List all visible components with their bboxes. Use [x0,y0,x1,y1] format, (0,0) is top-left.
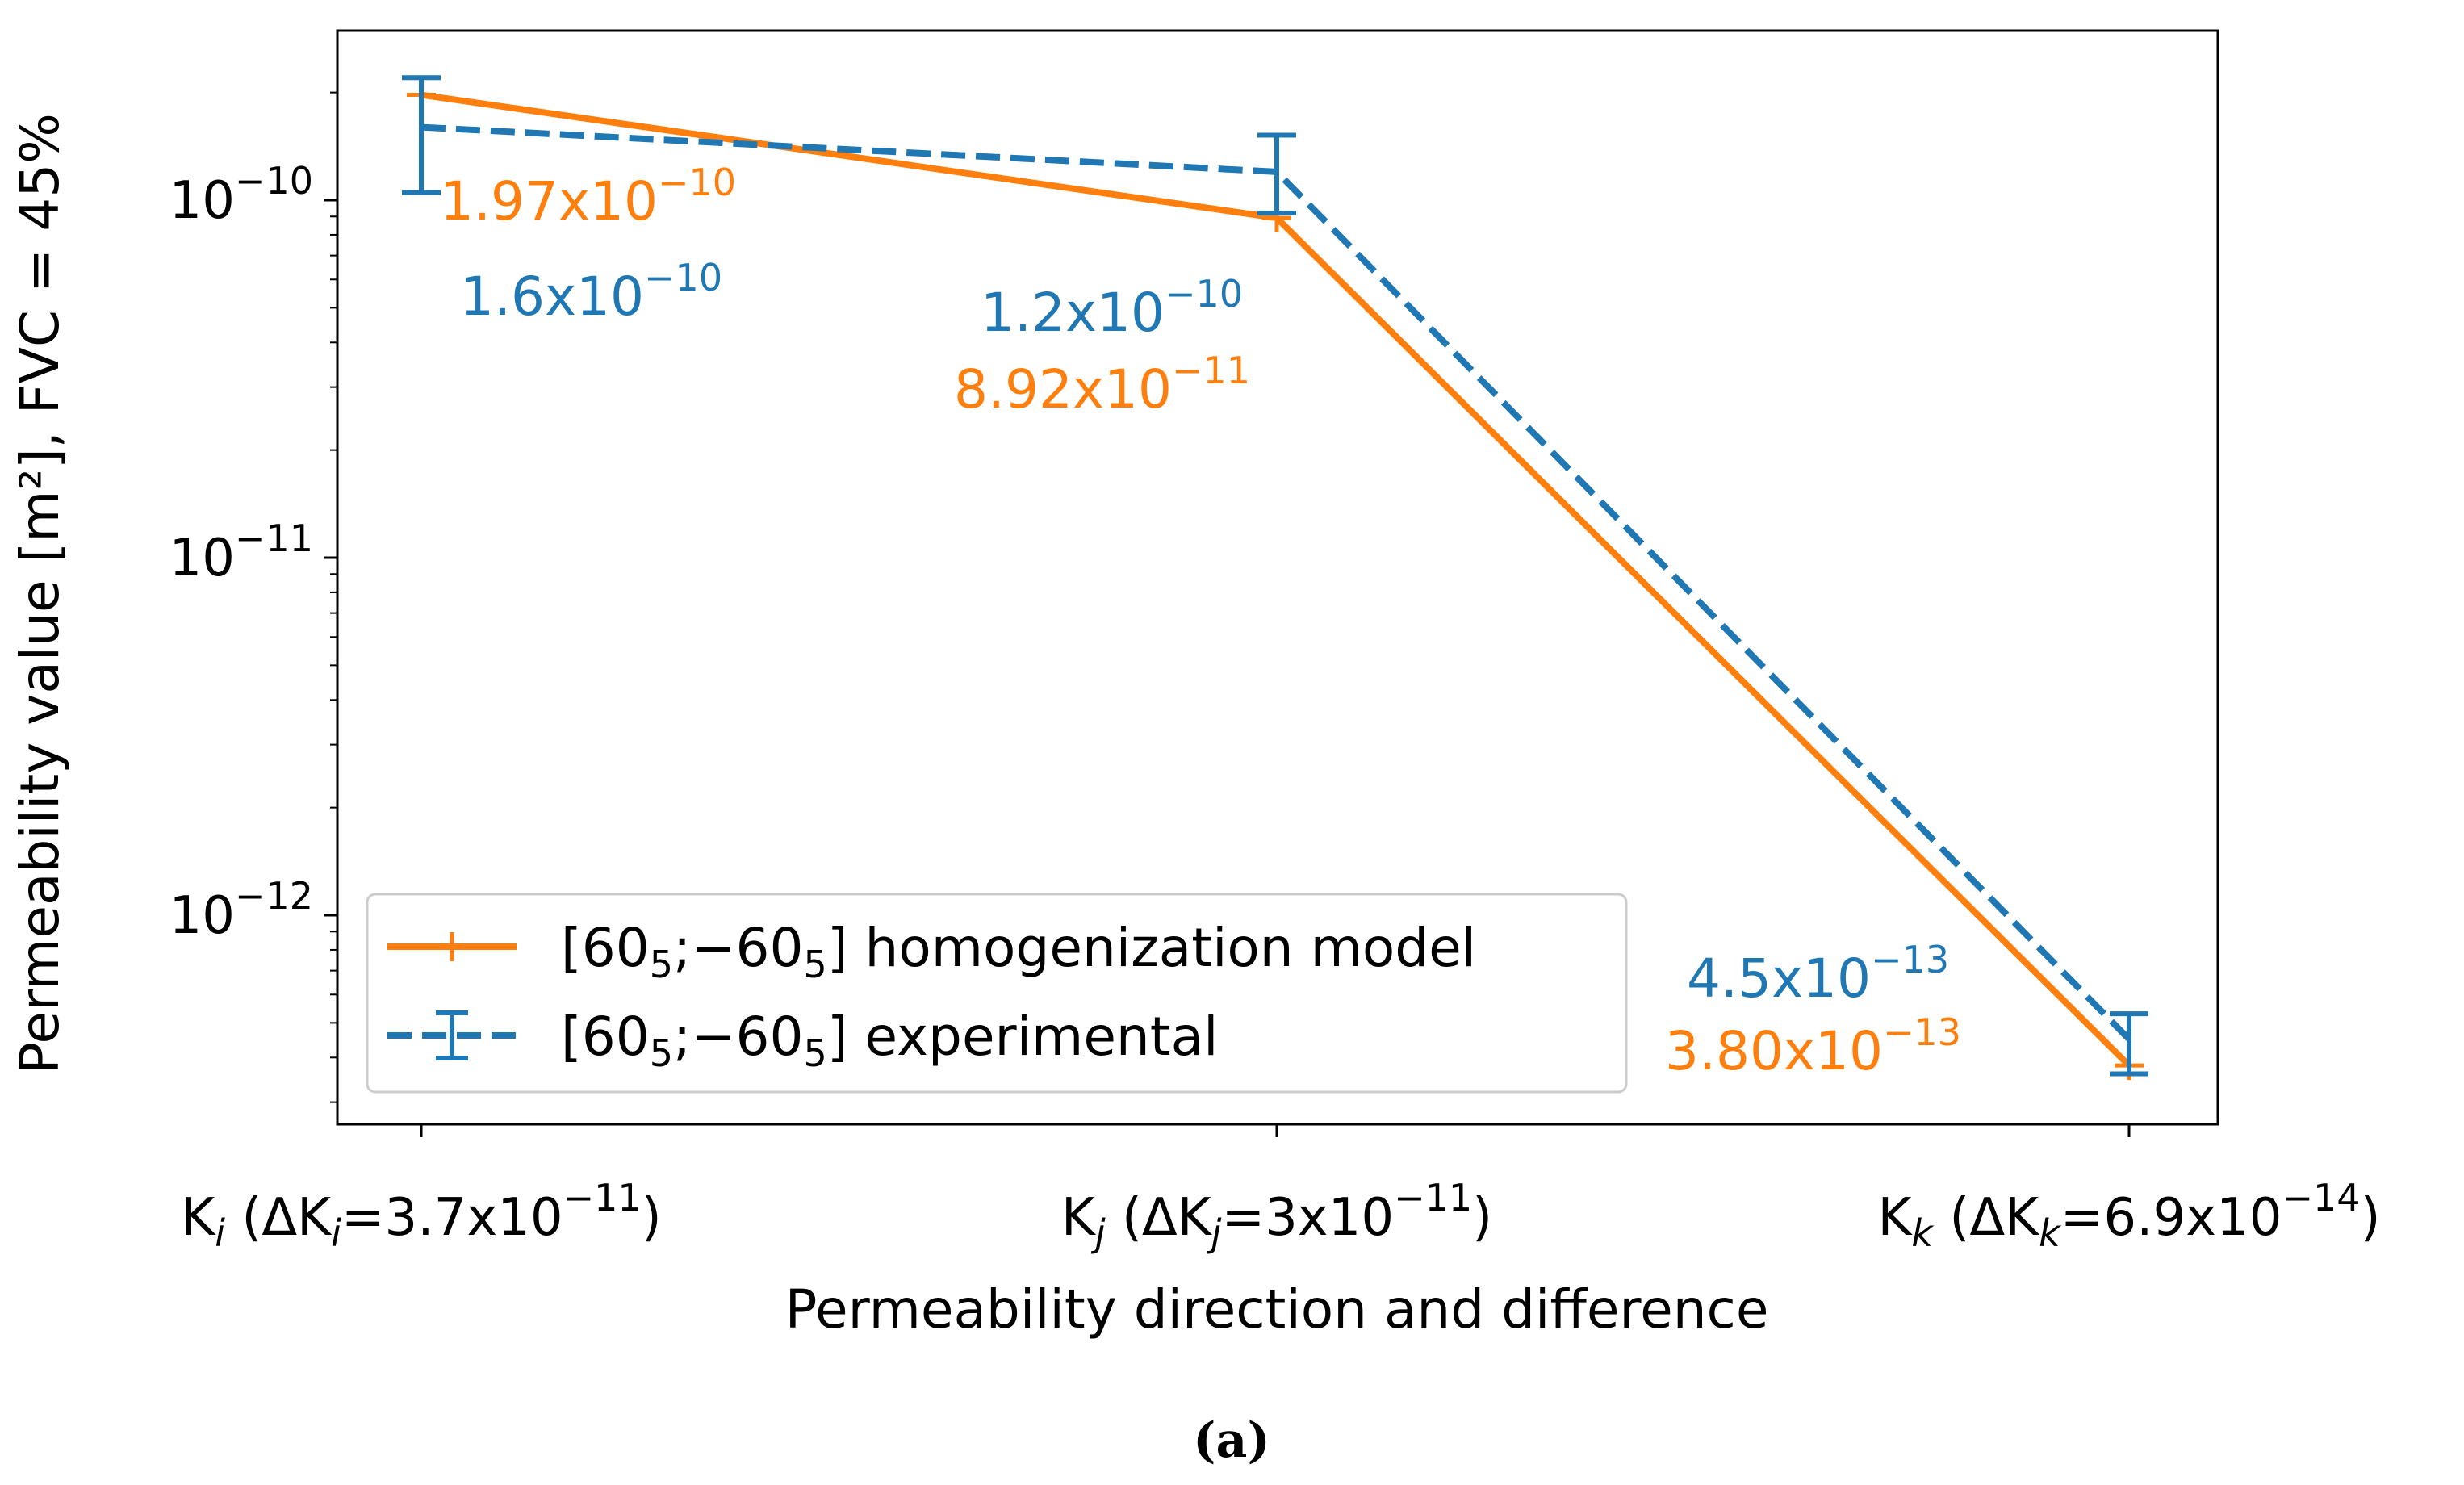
x-tick-base: K [1061,1188,1097,1248]
legend-subscript: 5 [650,943,673,986]
data-label-experimental: 4.5x10−13 [1687,938,1949,1010]
legend-text-part: [60 [561,1006,650,1068]
x-tick-delta: (ΔK [225,1188,333,1248]
x-tick-value: =3.7x10 [341,1188,563,1248]
data-label-exponent: −10 [658,161,736,204]
legend-subscript: 5 [804,1031,827,1075]
x-tick-base: K [1877,1188,1913,1248]
x-tick-value: =6.9x10 [2060,1188,2282,1248]
data-label-mantissa: 4.5x10 [1687,947,1871,1010]
y-tick-exponent: −11 [235,517,313,560]
legend: [605;−605] homogenization model[605;−605… [366,893,1628,1094]
data-label-homogenization: 3.80x10−13 [1665,1010,1961,1082]
data-label-mantissa: 1.6x10 [460,266,644,328]
legend-text-part: ;−60 [673,1006,804,1068]
data-label-exponent: −13 [1871,938,1949,981]
legend-text-part: ;−60 [673,917,804,979]
x-tick-close: ) [2361,1188,2381,1248]
y-tick-base: 10 [169,529,234,588]
x-tick-delta-subscript: i [331,1211,341,1255]
data-label-mantissa: 1.2x10 [981,282,1165,344]
data-label-mantissa: 3.80x10 [1665,1020,1883,1082]
y-tick-base: 10 [169,171,234,231]
x-tick-delta: (ΔK [1933,1188,2040,1248]
legend-box [366,893,1628,1094]
legend-text-part: ] experimental [827,1006,1219,1068]
y-tick-base: 10 [169,886,234,946]
x-tick-value: =3x10 [1221,1188,1394,1248]
x-tick-close: ) [642,1188,662,1248]
x-tick-label: Ki (ΔKi=3.7x10−11) [181,1176,661,1255]
legend-text-part: [60 [561,917,650,979]
data-label-experimental: 1.6x10−10 [460,256,722,328]
x-tick-subscript: i [215,1211,225,1255]
data-label-exponent: −13 [1883,1010,1961,1054]
data-label-mantissa: 8.92x10 [954,358,1172,420]
figure-caption: (a) [1193,1412,1270,1469]
x-tick-label: Kj (ΔKj=3x10−11) [1061,1176,1492,1255]
data-label-homogenization: 1.97x10−10 [440,161,736,232]
y-tick-exponent: −10 [235,159,313,203]
legend-label-homogenization: [605;−605] homogenization model [561,917,1476,986]
x-tick-delta: (ΔK [1106,1188,1213,1248]
x-tick-label: Kk (ΔKk=6.9x10−14) [1877,1176,2380,1255]
legend-label-experimental: [605;−605] experimental [561,1006,1218,1075]
data-label-exponent: −11 [1172,349,1250,392]
data-label-homogenization: 8.92x10−11 [954,349,1250,420]
x-tick-exponent: −11 [563,1176,642,1219]
x-tick-subscript: k [1911,1211,1935,1255]
legend-subscript: 5 [804,943,827,986]
x-tick-exponent: −11 [1394,1176,1472,1219]
y-tick-exponent: −12 [235,874,313,918]
x-tick-base: K [181,1188,216,1248]
y-tick-label: 10−10 [169,159,313,231]
x-tick-delta-subscript: k [2039,1211,2062,1255]
data-label-mantissa: 1.97x10 [440,170,658,232]
legend-subscript: 5 [650,1031,673,1075]
x-tick-exponent: −14 [2282,1176,2360,1219]
legend-text-part: ] homogenization model [827,917,1476,979]
data-label-experimental: 1.2x10−10 [981,272,1243,344]
x-axis-title: Permeability direction and difference [785,1278,1769,1341]
data-label-exponent: −10 [1165,272,1243,316]
y-axis-title: Permeability value [m²], FVC = 45% [9,113,71,1074]
x-tick-close: ) [1472,1188,1492,1248]
y-tick-label: 10−11 [169,517,313,588]
data-label-exponent: −10 [644,256,722,299]
y-tick-label: 10−12 [169,874,313,946]
